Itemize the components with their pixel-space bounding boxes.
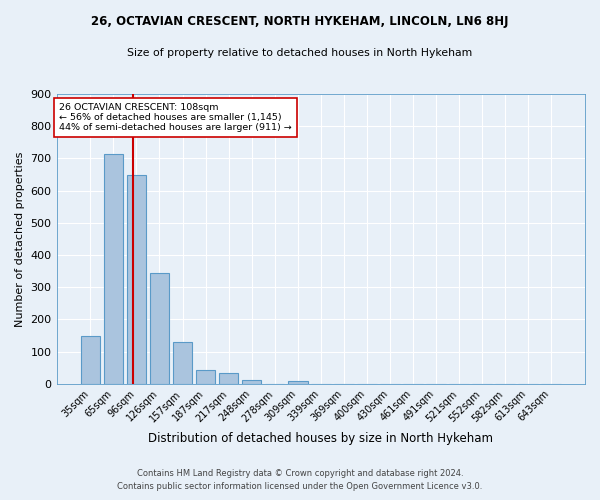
Bar bbox=[196, 370, 215, 384]
Text: 26, OCTAVIAN CRESCENT, NORTH HYKEHAM, LINCOLN, LN6 8HJ: 26, OCTAVIAN CRESCENT, NORTH HYKEHAM, LI… bbox=[91, 15, 509, 28]
Bar bbox=[173, 342, 193, 384]
Bar bbox=[219, 374, 238, 384]
Bar bbox=[127, 174, 146, 384]
Bar bbox=[149, 272, 169, 384]
Text: 26 OCTAVIAN CRESCENT: 108sqm
← 56% of detached houses are smaller (1,145)
44% of: 26 OCTAVIAN CRESCENT: 108sqm ← 56% of de… bbox=[59, 102, 292, 132]
Bar bbox=[80, 336, 100, 384]
Bar bbox=[288, 381, 308, 384]
Text: Size of property relative to detached houses in North Hykeham: Size of property relative to detached ho… bbox=[127, 48, 473, 58]
X-axis label: Distribution of detached houses by size in North Hykeham: Distribution of detached houses by size … bbox=[148, 432, 493, 445]
Text: Contains public sector information licensed under the Open Government Licence v3: Contains public sector information licen… bbox=[118, 482, 482, 491]
Text: Contains HM Land Registry data © Crown copyright and database right 2024.: Contains HM Land Registry data © Crown c… bbox=[137, 468, 463, 477]
Y-axis label: Number of detached properties: Number of detached properties bbox=[15, 151, 25, 326]
Bar bbox=[242, 380, 262, 384]
Bar bbox=[104, 154, 123, 384]
